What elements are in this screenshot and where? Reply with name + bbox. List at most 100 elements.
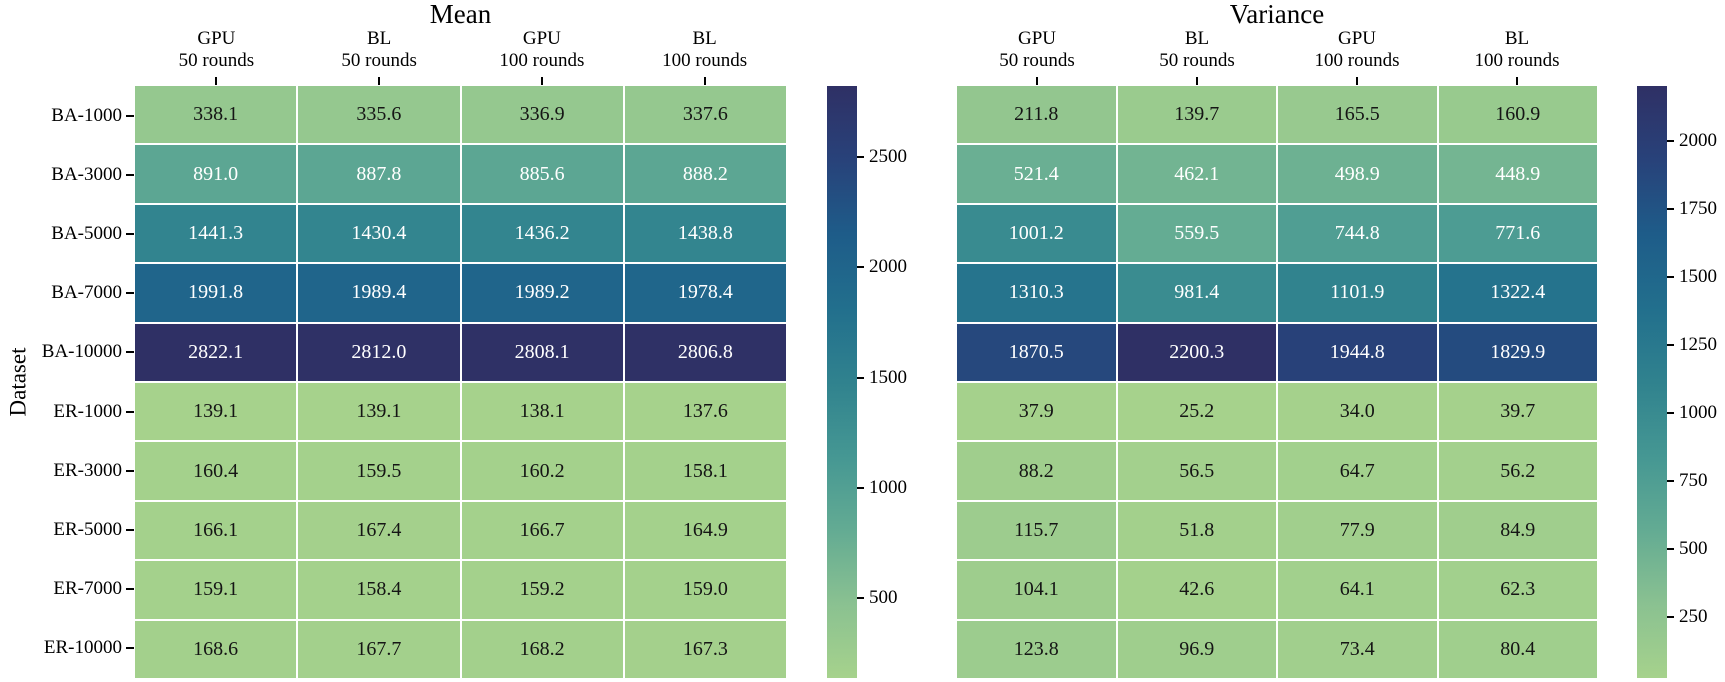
row-tick xyxy=(126,292,134,295)
heatmap-cell: 2812.0 xyxy=(298,323,460,381)
column-tick xyxy=(540,77,543,85)
heatmap-cell: 34.0 xyxy=(1278,383,1437,441)
colorbar-tick-label: 750 xyxy=(1679,469,1708,491)
column-header: BL 100 rounds xyxy=(1474,28,1560,71)
heatmap-cell: 1430.4 xyxy=(298,204,460,263)
heatmap-cell: 336.9 xyxy=(461,86,623,144)
heatmap-cell: 771.6 xyxy=(1438,204,1597,263)
heatmap-cell: 51.8 xyxy=(1117,501,1276,560)
column-tick xyxy=(703,77,706,85)
row-tick xyxy=(126,233,134,235)
colorbar-tick xyxy=(857,266,864,269)
heatmap-cell: 139.1 xyxy=(298,383,460,441)
heatmap-cell: 165.5 xyxy=(1278,86,1437,144)
heatmap-cell: 1441.3 xyxy=(135,204,297,263)
column-header: GPU 100 rounds xyxy=(499,28,585,71)
heatmap-cell: 211.8 xyxy=(957,86,1116,144)
heatmap-cell: 37.9 xyxy=(957,383,1116,441)
heatmap-cell: 25.2 xyxy=(1117,383,1276,441)
row-tick xyxy=(126,647,134,650)
heatmap-cell: 96.9 xyxy=(1117,620,1276,678)
variance-column-ticks xyxy=(957,77,1597,86)
colorbar-tick xyxy=(857,156,864,159)
row-label: BA-5000 xyxy=(51,223,122,244)
heatmap-cell: 1101.9 xyxy=(1278,264,1437,322)
colorbar-tick-label: 1000 xyxy=(1679,401,1717,423)
heatmap-cell: 1978.4 xyxy=(624,264,786,322)
heatmap-cell: 62.3 xyxy=(1438,561,1597,619)
heatmap-cell: 168.6 xyxy=(135,620,297,678)
heatmap-cell: 891.0 xyxy=(135,145,297,203)
heatmap-cell: 160.9 xyxy=(1438,86,1597,144)
colorbar-tick xyxy=(1667,275,1674,278)
heatmap-cell: 2200.3 xyxy=(1117,323,1276,381)
heatmap-cell: 80.4 xyxy=(1438,620,1597,678)
heatmap-cell: 160.4 xyxy=(135,442,297,500)
column-header: GPU 50 rounds xyxy=(178,28,255,71)
heatmap-cell: 138.1 xyxy=(461,383,623,441)
row-tick xyxy=(126,529,134,531)
heatmap-cell: 166.1 xyxy=(135,501,297,560)
heatmap-cell: 335.6 xyxy=(298,86,460,144)
column-header: BL 100 rounds xyxy=(662,28,748,71)
column-tick xyxy=(1036,77,1038,85)
colorbar-tick-label: 2000 xyxy=(869,256,907,278)
row-label: BA-3000 xyxy=(51,163,122,185)
heatmap-cell: 337.6 xyxy=(624,86,786,144)
row-label: BA-1000 xyxy=(51,104,122,126)
colorbar-tick xyxy=(1667,411,1674,414)
heatmap-cell: 56.5 xyxy=(1117,442,1276,500)
heatmap-cell: 159.1 xyxy=(135,561,297,619)
colorbar-tick-label: 1500 xyxy=(869,366,907,388)
row-tick xyxy=(126,351,134,354)
heatmap-cell: 559.5 xyxy=(1117,204,1276,263)
heatmap-cell: 159.5 xyxy=(298,442,460,500)
heatmap-cell: 167.7 xyxy=(298,620,460,678)
column-header: BL 50 rounds xyxy=(341,28,417,71)
mean-colorbar-ticks: 2500 2000 1500 1000 500 xyxy=(857,86,917,678)
heatmap-cell: 888.2 xyxy=(624,145,786,203)
heatmap-cell: 1989.2 xyxy=(461,264,623,322)
heatmap-cell: 2822.1 xyxy=(135,323,297,381)
variance-heatmap: 211.8 139.7 165.5 160.9 521.4 462.1 498.9 448.9… xyxy=(957,86,1597,678)
colorbar-tick-label: 500 xyxy=(869,587,898,609)
heatmap-cell: 2806.8 xyxy=(624,323,786,381)
heatmap-cell: 1989.4 xyxy=(298,264,460,322)
column-header: GPU 50 rounds xyxy=(999,28,1075,71)
variance-colorbar-ticks: 2000 1750 1500 1250 1000 750 500 250 xyxy=(1667,86,1725,678)
heatmap-cell: 84.9 xyxy=(1438,501,1597,560)
colorbar-tick xyxy=(1667,207,1674,210)
variance-column-headers: GPU 50 rounds BL 50 rounds GPU 100 rounds B… xyxy=(957,28,1597,72)
colorbar-tick xyxy=(1667,479,1674,482)
colorbar-tick xyxy=(1667,139,1674,142)
heatmap-cell: 744.8 xyxy=(1278,204,1437,263)
column-tick xyxy=(1516,77,1518,85)
colorbar-tick-label: 500 xyxy=(1679,537,1708,559)
row-label: ER-1000 xyxy=(53,400,122,422)
heatmap-cell: 167.3 xyxy=(624,620,786,678)
column-header: GPU 100 rounds xyxy=(1314,28,1400,71)
colorbar-tick-label: 1000 xyxy=(869,476,907,498)
mean-column-ticks xyxy=(135,77,786,86)
colorbar-tick xyxy=(857,376,864,379)
heatmap-cell: 1436.2 xyxy=(461,204,623,263)
column-tick xyxy=(378,77,381,85)
heatmap-cell: 159.2 xyxy=(461,561,623,619)
colorbar-tick-label: 1500 xyxy=(1679,265,1717,287)
heatmap-cell: 448.9 xyxy=(1438,145,1597,203)
colorbar-tick xyxy=(1667,343,1674,346)
colorbar-tick xyxy=(857,486,864,489)
variance-title: Variance xyxy=(1229,0,1325,29)
heatmap-cell: 137.6 xyxy=(624,383,786,441)
row-tick xyxy=(126,410,134,413)
heatmap-cell: 887.8 xyxy=(298,145,460,203)
heatmap-cell: 981.4 xyxy=(1117,264,1276,322)
colorbar-tick-label: 250 xyxy=(1679,605,1708,627)
row-label: ER-7000 xyxy=(53,578,122,600)
heatmap-cell: 1991.8 xyxy=(135,264,297,322)
heatmap-cell: 42.6 xyxy=(1117,561,1276,619)
column-header: BL 50 rounds xyxy=(1159,28,1235,71)
heatmap-cell: 1438.8 xyxy=(624,204,786,263)
heatmap-cell: 2808.1 xyxy=(461,323,623,381)
